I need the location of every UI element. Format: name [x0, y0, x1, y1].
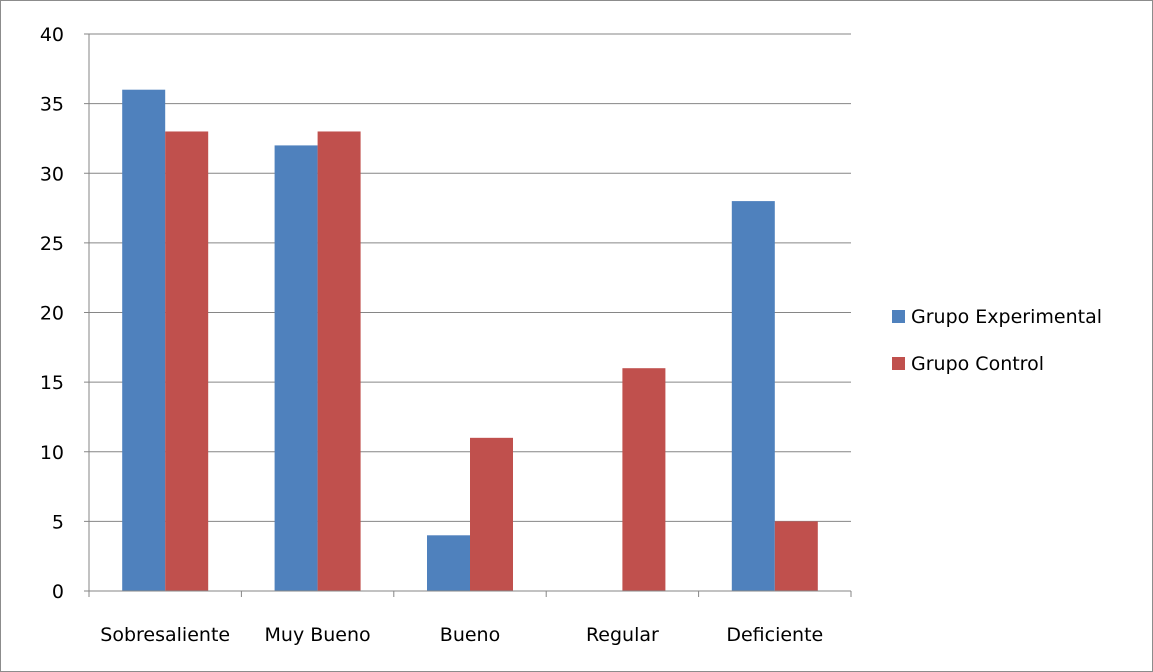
bar-grupo-experimental-deficiente [731, 201, 775, 591]
bar-grupo-control-regular [622, 368, 666, 591]
bar-grupo-control-bueno [470, 437, 513, 591]
bar-grupo-experimental-bueno [427, 535, 470, 591]
bars [122, 89, 818, 591]
legend: Grupo Experimental Grupo Control [892, 306, 1102, 375]
y-tick-label: 30 [40, 163, 64, 185]
legend-swatch [892, 357, 905, 370]
axes: 0 5 10 15 20 25 30 35 40 Sobresaliente Muy Bueno Bu… [40, 24, 852, 646]
y-tick-label: 25 [40, 233, 64, 255]
y-tick-label: 40 [40, 24, 64, 46]
x-tick-label: Deficiente [726, 624, 823, 646]
y-tick-label: 5 [52, 511, 64, 533]
x-tick-label: Muy Bueno [265, 624, 371, 646]
gridlines [89, 33, 851, 522]
y-tick-label: 10 [40, 442, 64, 464]
y-tick-label: 0 [52, 581, 64, 603]
y-tick-label: 20 [40, 303, 64, 325]
legend-label: Grupo Experimental [911, 306, 1102, 328]
x-tick-label: Sobresaliente [100, 624, 230, 646]
legend-label: Grupo Control [911, 353, 1044, 375]
x-tick-label: Regular [586, 624, 659, 646]
y-tick-label: 35 [40, 94, 64, 116]
legend-swatch [892, 310, 905, 323]
bar-grupo-experimental-sobresaliente [122, 89, 166, 591]
x-tick-label: Bueno [440, 624, 500, 646]
bar-grupo-control-sobresaliente [165, 131, 209, 591]
y-tick-label: 15 [40, 372, 64, 394]
bar-grupo-control-deficiente [774, 521, 818, 591]
bar-grupo-control-muy-bueno [317, 131, 361, 591]
bar-grupo-experimental-muy-bueno [274, 145, 318, 591]
